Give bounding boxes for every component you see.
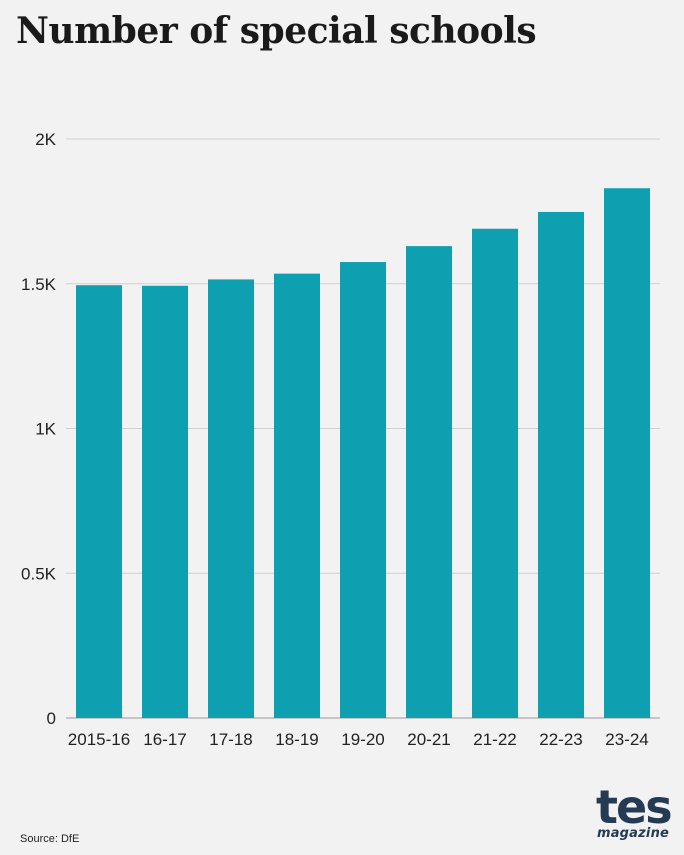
bar-17-18 (208, 279, 254, 718)
y-tick-label: 1K (35, 420, 56, 439)
x-tick-label: 2015-16 (68, 730, 130, 749)
x-tick-label: 17-18 (209, 730, 252, 749)
x-tick-label: 19-20 (341, 730, 384, 749)
x-tick-label: 18-19 (275, 730, 318, 749)
bar-2015-16 (76, 285, 122, 718)
x-tick-label: 23-24 (605, 730, 648, 749)
x-tick-label: 21-22 (473, 730, 516, 749)
bar-22-23 (538, 211, 584, 719)
bar-23-24 (604, 188, 650, 719)
y-tick-label: 0 (47, 709, 56, 728)
y-tick-label: 2K (35, 130, 56, 149)
logo-wordmark: tes (596, 780, 673, 834)
bar-19-20 (340, 262, 386, 718)
bar-18-19 (274, 273, 320, 718)
x-tick-label: 16-17 (143, 730, 186, 749)
y-tick-label: 0.5K (21, 564, 57, 583)
x-tick-label: 22-23 (539, 730, 582, 749)
tes-magazine-logo: tes magazine (596, 780, 673, 841)
chart-title: Number of special schools (16, 10, 537, 52)
source-note: Source: DfE (20, 833, 80, 845)
bar-16-17 (142, 285, 188, 718)
bar-20-21 (406, 246, 452, 719)
bar-21-22 (472, 228, 518, 718)
logo-subtitle: magazine (596, 826, 670, 841)
bar-chart: 0 0.5K 1K 1.5K 2K 2015-16 16-17 17-18 18-19 19-20… (21, 130, 660, 749)
y-tick-label: 1.5K (21, 275, 57, 294)
x-tick-label: 20-21 (407, 730, 450, 749)
